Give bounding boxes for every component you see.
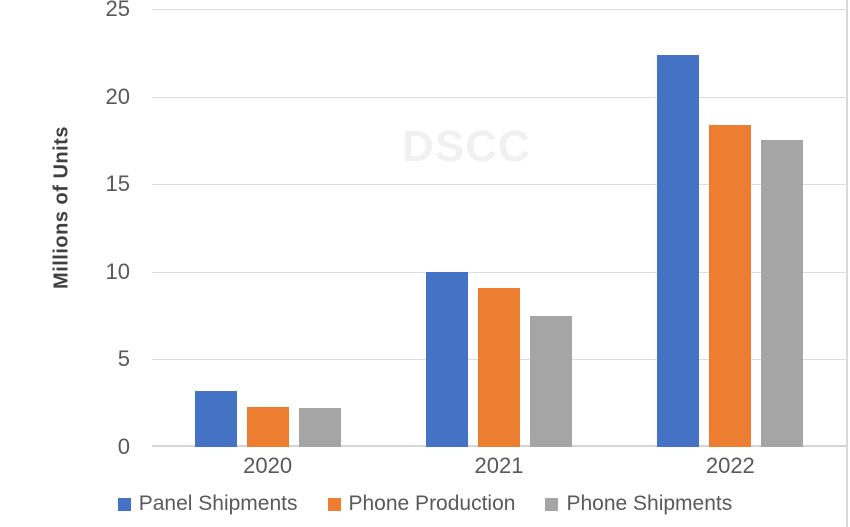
- y-tick-label-20: 20: [105, 83, 130, 109]
- legend-item-phone-production: Phone Production: [327, 492, 516, 516]
- legend-item-panel-shipments: Panel Shipments: [117, 492, 298, 516]
- bar-phone-shipments-2022: [761, 140, 804, 447]
- bar-panel-shipments-2021: [426, 271, 468, 447]
- y-tick-label-25: 25: [105, 0, 130, 21]
- bar-phone-production-2021: [478, 287, 520, 447]
- chart-right-border: [846, 0, 848, 527]
- y-tick-label-10: 10: [105, 258, 130, 284]
- bar-panel-shipments-2022: [657, 54, 700, 447]
- x-category-label-2020: 2020: [243, 453, 293, 478]
- bar-phone-production-2020: [246, 406, 289, 447]
- bar-group-2021: [426, 271, 572, 447]
- bar-phone-production-2022: [709, 124, 752, 447]
- gridline-10: [152, 271, 846, 273]
- gridline-15: [152, 184, 846, 186]
- gridline-20: [152, 96, 846, 98]
- bar-panel-shipments-2020: [194, 390, 237, 447]
- x-category-label-2022: 2022: [705, 453, 755, 478]
- y-tick-label-5: 5: [117, 346, 130, 372]
- bar-phone-shipments-2020: [298, 408, 341, 447]
- y-tick-label-0: 0: [117, 434, 130, 459]
- bar-group-2020: [194, 390, 341, 447]
- legend-label: Panel Shipments: [138, 492, 298, 515]
- y-axis-title: Millions of Units: [50, 126, 73, 289]
- legend: Panel Shipments Phone Production Phone Shi…: [0, 492, 850, 516]
- legend-swatch-icon: [545, 497, 559, 511]
- bar-phone-shipments-2021: [530, 315, 572, 447]
- bar-group-2022: [657, 54, 804, 447]
- legend-label: Phone Shipments: [566, 492, 733, 515]
- legend-swatch-icon: [327, 497, 341, 511]
- plot-area: [152, 9, 846, 447]
- legend-swatch-icon: [117, 497, 131, 511]
- legend-label: Phone Production: [348, 492, 516, 515]
- watermark: DSCC: [402, 122, 531, 171]
- x-category-label-2021: 2021: [474, 453, 524, 478]
- gridline-25: [152, 9, 846, 10]
- legend-item-phone-shipments: Phone Shipments: [545, 492, 732, 516]
- y-tick-label-15: 15: [105, 171, 130, 197]
